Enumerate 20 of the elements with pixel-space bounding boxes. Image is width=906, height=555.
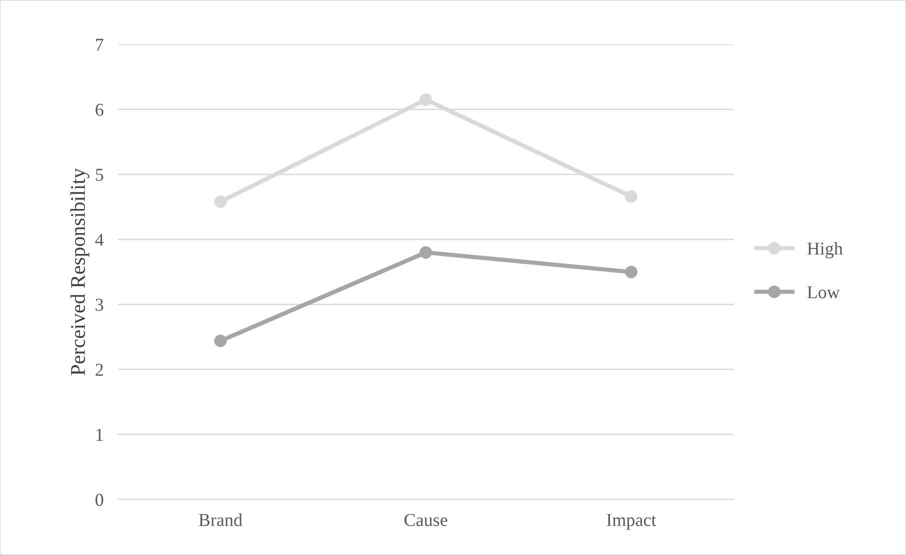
y-tick-label: 5 — [96, 168, 104, 181]
legend-label: High — [807, 242, 843, 258]
y-tick-label: 3 — [96, 298, 104, 311]
y-tick-label: 1 — [96, 428, 103, 441]
point — [420, 93, 432, 106]
y-tick-label: 0 — [96, 494, 104, 506]
y-tick-label: 6 — [96, 104, 104, 116]
y-tick-label: 2 — [96, 364, 103, 376]
y-axis-title: Perceived Responsibility — [70, 168, 90, 376]
point — [214, 334, 227, 348]
point — [420, 246, 432, 259]
x-tick-label: Brand — [198, 513, 242, 526]
legend-label: Low — [807, 286, 840, 298]
x-tick-label: Cause — [404, 514, 448, 526]
x-tick-label: Impact — [606, 514, 656, 530]
y-tick-label: 7 — [96, 38, 104, 51]
point — [624, 190, 638, 203]
point — [214, 195, 227, 208]
point — [624, 266, 638, 278]
y-tick-label: 4 — [95, 234, 104, 246]
